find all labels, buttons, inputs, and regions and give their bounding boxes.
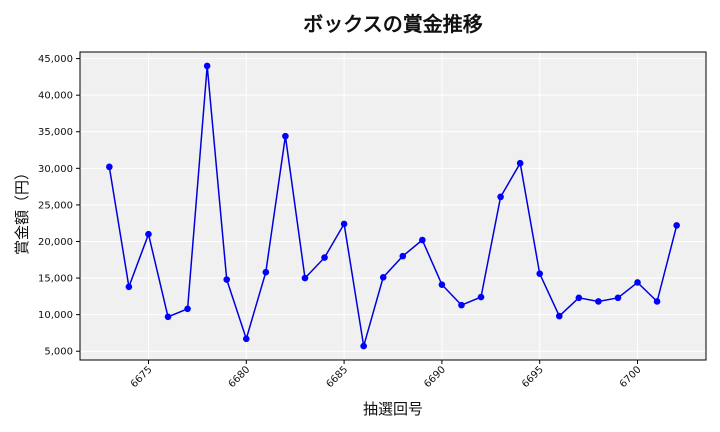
data-point [145,230,152,238]
data-point [125,283,133,291]
data-point [634,279,641,286]
x-tick-label: 6675 [129,364,155,390]
data-point [360,342,367,350]
data-point [379,274,387,281]
grid [80,52,706,360]
data-point [555,312,563,320]
data-point [262,268,270,276]
plot-frame [79,51,707,361]
data-point [458,301,465,309]
data-series [106,62,680,350]
chart-title: ボックスの賞金推移 [303,12,482,36]
x-tick-label: 6680 [227,364,253,390]
data-point [399,252,407,260]
x-tick-label: 6685 [324,364,350,390]
x-tick-label: 6700 [618,364,644,390]
data-point [282,132,289,140]
y-tick-label: 20,000 [38,237,73,248]
data-point [340,220,348,228]
y-axis-label: 賞金額（円） [13,165,31,255]
data-point [516,159,524,167]
data-point [653,298,661,305]
data-point [497,193,504,201]
x-tick-label: 6695 [520,364,546,390]
y-tick-label: 35,000 [38,127,73,138]
data-point [321,254,328,261]
data-point [203,62,211,70]
data-point [438,281,446,288]
data-point [614,294,622,302]
data-point [301,274,309,282]
data-point [106,163,113,171]
y-tick-label: 15,000 [38,274,73,285]
data-point [242,335,250,343]
y-tick-label: 30,000 [38,164,73,175]
data-point [673,222,680,229]
y-axis: 5,000 10,000 15,000 20,000 25,000 30,000 35,00… [38,54,80,358]
y-tick-label: 10,000 [38,310,73,321]
data-point [419,236,426,244]
x-axis-label: 抽選回号 [363,400,423,418]
data-point [575,294,583,302]
y-tick-label: 5,000 [44,347,73,358]
y-tick-label: 45,000 [38,54,73,65]
data-point [223,276,231,283]
x-axis: 6675 6680 6685 6690 6695 6700 [129,360,644,390]
data-point [536,270,544,277]
data-point [477,293,485,301]
data-point [595,298,602,305]
y-tick-label: 25,000 [38,200,73,211]
data-point [184,305,191,313]
x-tick-label: 6690 [422,364,448,390]
data-point [164,313,172,321]
y-tick-label: 40,000 [38,91,73,102]
